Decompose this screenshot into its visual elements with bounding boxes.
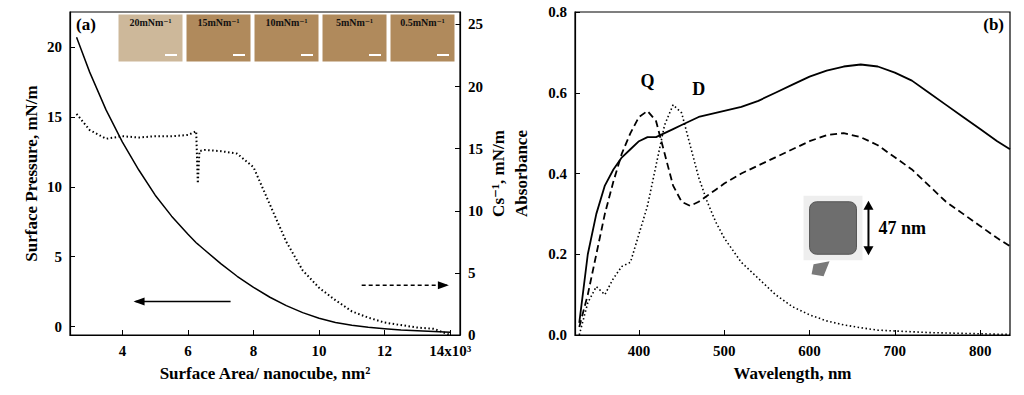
svg-text:47 nm: 47 nm [878, 218, 926, 238]
svg-text:Surface Pressure, mN/m: Surface Pressure, mN/m [22, 85, 41, 261]
svg-text:15: 15 [468, 141, 483, 157]
svg-text:25: 25 [468, 16, 483, 32]
svg-text:20mNm⁻¹: 20mNm⁻¹ [129, 17, 171, 28]
svg-text:0.8: 0.8 [548, 4, 567, 20]
svg-text:8: 8 [250, 343, 258, 359]
svg-text:0.4: 0.4 [548, 166, 567, 182]
svg-text:Q: Q [640, 71, 654, 91]
svg-text:10mNm⁻¹: 10mNm⁻¹ [265, 17, 307, 28]
svg-text:(b): (b) [983, 15, 1004, 34]
svg-text:5mNm⁻¹: 5mNm⁻¹ [336, 17, 373, 28]
svg-text:800: 800 [969, 343, 992, 359]
svg-text:0.5mNm⁻¹: 0.5mNm⁻¹ [400, 17, 445, 28]
svg-text:10: 10 [47, 179, 62, 195]
svg-text:0.2: 0.2 [548, 246, 567, 262]
svg-text:6: 6 [184, 343, 192, 359]
svg-text:10: 10 [468, 203, 483, 219]
svg-text:0.6: 0.6 [548, 85, 567, 101]
svg-text:D: D [692, 79, 705, 99]
svg-text:12: 12 [377, 343, 392, 359]
svg-text:15mNm⁻¹: 15mNm⁻¹ [197, 17, 239, 28]
svg-text:400: 400 [628, 343, 651, 359]
svg-text:700: 700 [884, 343, 907, 359]
svg-text:20: 20 [47, 39, 62, 55]
svg-text:Absorbance: Absorbance [512, 130, 531, 217]
svg-text:500: 500 [713, 343, 736, 359]
svg-text:5: 5 [468, 265, 476, 281]
svg-text:Surface Area/ nanocube, nm²: Surface Area/ nanocube, nm² [160, 364, 371, 383]
svg-text:4: 4 [119, 343, 127, 359]
svg-text:5: 5 [55, 249, 63, 265]
svg-text:0: 0 [468, 327, 476, 343]
svg-text:Wavelength, nm: Wavelength, nm [733, 364, 851, 383]
svg-text:Cs⁻¹, mN/m: Cs⁻¹, mN/m [489, 130, 508, 217]
svg-text:(a): (a) [76, 15, 96, 34]
svg-text:10: 10 [312, 343, 327, 359]
svg-text:15: 15 [47, 109, 62, 125]
svg-text:0.0: 0.0 [548, 327, 567, 343]
svg-text:14x10³: 14x10³ [429, 343, 472, 359]
svg-text:20: 20 [468, 79, 483, 95]
svg-text:0: 0 [55, 319, 63, 335]
svg-text:600: 600 [798, 343, 821, 359]
